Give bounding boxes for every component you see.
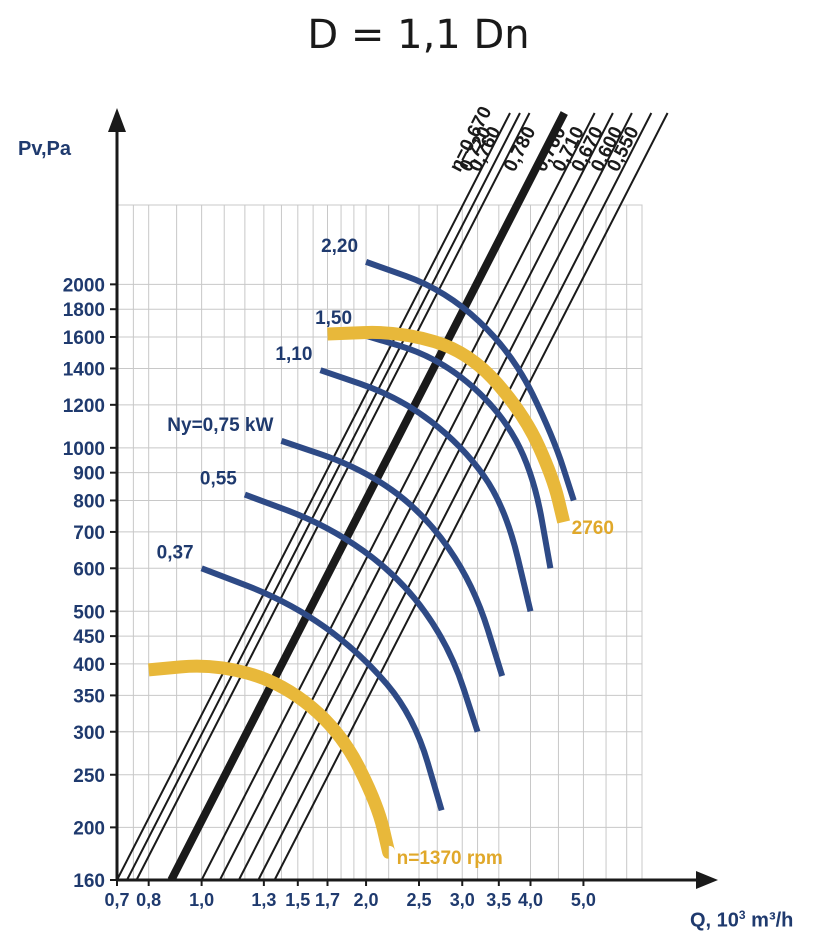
power-label-3: 1,10 xyxy=(275,344,312,365)
x-tick-label-10: 4,0 xyxy=(518,890,543,910)
efficiency-line-7 xyxy=(257,112,653,880)
y-tick-label-2: 250 xyxy=(73,766,105,787)
y-tick-label-10: 800 xyxy=(73,491,105,512)
x-tick-label-1: 0,8 xyxy=(136,890,161,910)
y-tick-label-5: 400 xyxy=(73,655,105,676)
y-tick-label-15: 1600 xyxy=(63,328,105,349)
power-label-5: 2,20 xyxy=(321,236,358,257)
efficiency-line-2 xyxy=(135,112,531,880)
power-label-2: Ny=0,75 kW xyxy=(167,415,273,436)
y-tick-label-12: 1000 xyxy=(63,439,105,460)
x-tick-label-6: 2,0 xyxy=(354,890,379,910)
x-tick-label-7: 2,5 xyxy=(406,890,431,910)
power-curve-3 xyxy=(319,367,534,613)
x-axis-label: Q, 103 m³/h xyxy=(690,908,793,933)
efficiency-line-3 xyxy=(167,111,568,880)
power-curve-4 xyxy=(359,331,554,569)
efficiency-line-0 xyxy=(117,112,511,880)
power-label-4: 1,50 xyxy=(315,308,352,329)
y-tick-label-9: 700 xyxy=(73,523,105,544)
y-tick-label-0: 160 xyxy=(73,871,105,892)
y-tick-label-7: 500 xyxy=(73,602,105,623)
power-curve-0 xyxy=(200,565,445,812)
x-tick-label-0: 0,7 xyxy=(104,890,129,910)
y-axis-arrow xyxy=(108,108,126,132)
y-tick-label-11: 900 xyxy=(73,464,105,485)
power-curve-1 xyxy=(243,491,481,733)
x-tick-label-11: 5,0 xyxy=(571,890,596,910)
y-tick-label-14: 1400 xyxy=(63,359,105,380)
plot-area xyxy=(116,204,643,881)
y-tick-label-13: 1200 xyxy=(63,396,105,417)
efficiency-line-1 xyxy=(126,112,521,880)
speed-curve-0 xyxy=(148,659,395,854)
x-axis-label-unit: m³/h xyxy=(745,909,794,932)
speed-curve-1 xyxy=(327,325,571,524)
y-tick-label-3: 300 xyxy=(73,723,105,744)
speed-label-1: 2760 xyxy=(572,518,614,539)
y-tick-label-17: 2000 xyxy=(63,275,105,296)
x-tick-label-4: 1,5 xyxy=(285,890,310,910)
power-label-1: 0,55 xyxy=(200,469,237,490)
power-curve-2 xyxy=(280,438,506,677)
efficiency-line-5 xyxy=(218,112,614,880)
power-label-0: 0,37 xyxy=(157,542,194,563)
x-axis-arrow xyxy=(696,871,718,889)
efficiency-line-6 xyxy=(237,112,633,880)
efficiency-line-8 xyxy=(273,112,669,880)
x-tick-label-5: 1,7 xyxy=(315,890,340,910)
power-curve-5 xyxy=(365,259,577,502)
x-axis-label-main: Q, 10 xyxy=(690,909,739,932)
x-axis-label-exponent: 3 xyxy=(738,908,746,922)
x-tick-label-9: 3,5 xyxy=(486,890,511,910)
efficiency-lines xyxy=(117,111,669,880)
y-tick-label-1: 200 xyxy=(73,818,105,839)
x-tick-label-3: 1,3 xyxy=(251,890,276,910)
x-tick-label-8: 3,0 xyxy=(450,890,475,910)
y-tick-label-6: 450 xyxy=(73,627,105,648)
chart-title: D = 1,1 Dn xyxy=(307,12,530,58)
y-axis-label: Pv,Pa xyxy=(18,138,71,160)
y-tick-label-16: 1800 xyxy=(63,300,105,321)
x-tick-label-2: 1,0 xyxy=(189,890,214,910)
y-tick-label-4: 350 xyxy=(73,686,105,707)
y-tick-label-8: 600 xyxy=(73,559,105,580)
speed-label-0: n=1370 rpm xyxy=(397,848,503,869)
